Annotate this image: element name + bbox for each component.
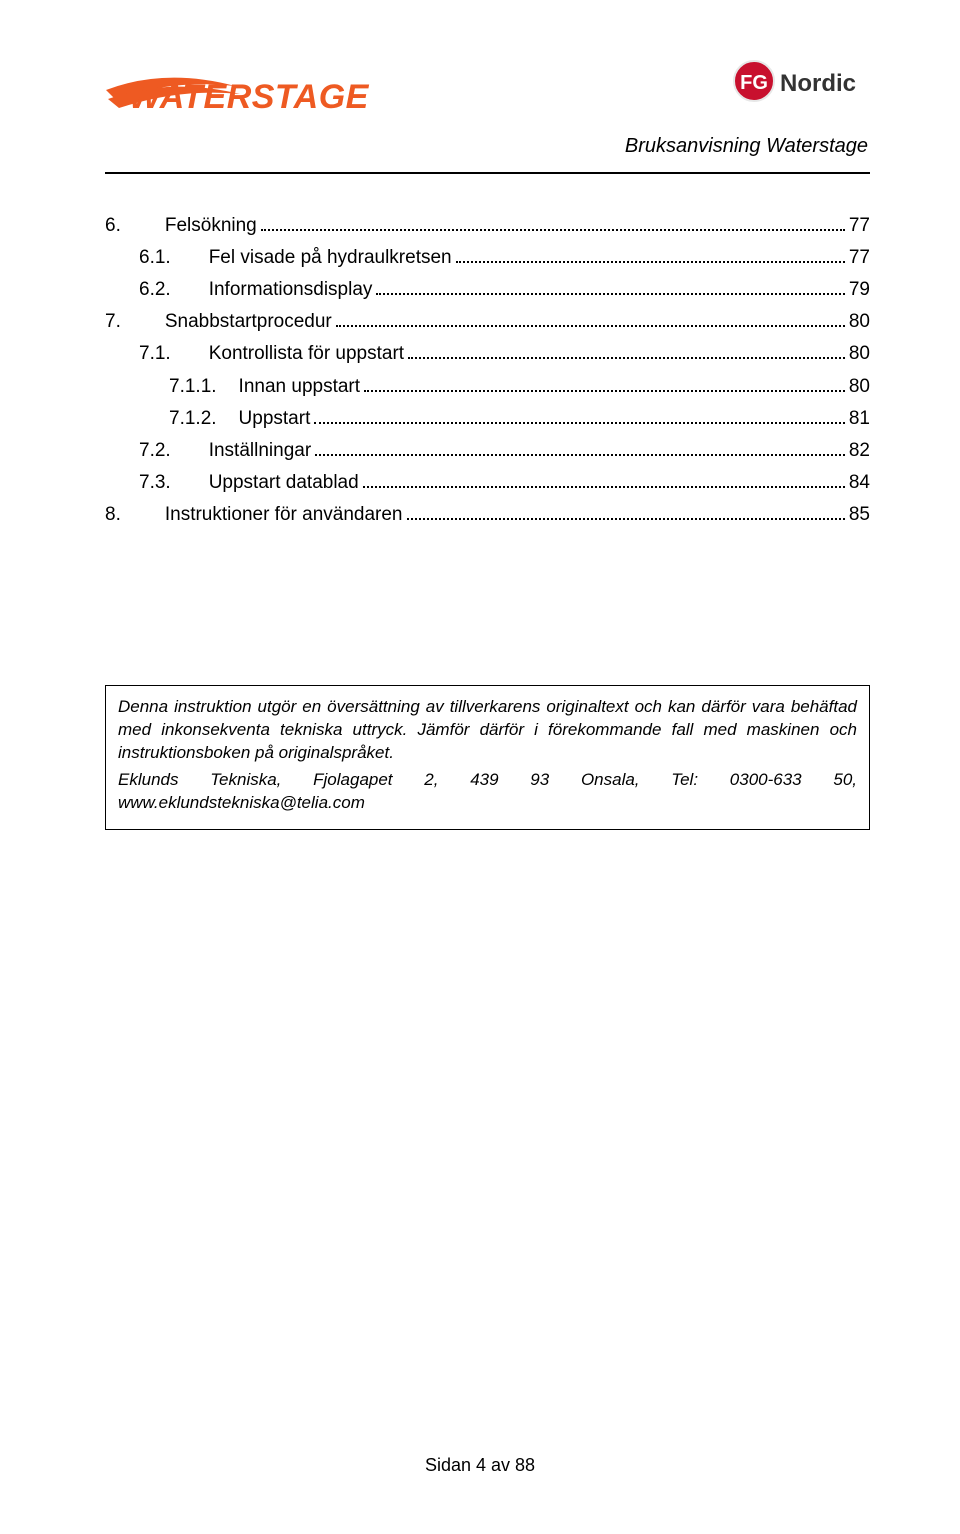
toc-number: 7.2. <box>139 441 171 460</box>
page-footer: Sidan 4 av 88 <box>0 1455 960 1476</box>
toc-row: 6. Felsökning 77 <box>105 214 870 235</box>
toc-number: 8. <box>105 505 121 524</box>
toc-row: 7.3. Uppstart datablad 84 <box>105 471 870 492</box>
document-page: WATERSTAGE FG Nordic Bruksanvisning Wate… <box>0 0 960 1534</box>
toc-leader-dots <box>407 503 845 520</box>
toc-number: 6.1. <box>139 248 171 267</box>
svg-text:FG: FG <box>740 72 768 94</box>
toc-title: Fel visade på hydraulkretsen <box>209 248 452 267</box>
fg-nordic-logo: FG Nordic <box>730 60 870 105</box>
toc-row: 7.1.2. Uppstart 81 <box>105 407 870 428</box>
svg-text:WATERSTAGE: WATERSTAGE <box>129 78 370 116</box>
toc-row: 7.1. Kontrollista för uppstart 80 <box>105 342 870 363</box>
toc-row: 6.1. Fel visade på hydraulkretsen 77 <box>105 246 870 267</box>
note-paragraph-2: Eklunds Tekniska, Fjolagapet 2, 439 93 O… <box>118 769 857 815</box>
toc-title: Kontrollista för uppstart <box>209 344 404 363</box>
toc-page-number: 77 <box>849 216 870 235</box>
toc-number: 7.1.2. <box>169 409 217 428</box>
toc-leader-dots <box>314 407 845 424</box>
svg-text:Nordic: Nordic <box>780 70 856 97</box>
toc-title: Informationsdisplay <box>209 280 373 299</box>
toc-leader-dots <box>315 439 845 456</box>
waterstage-logo-svg: WATERSTAGE <box>105 60 385 120</box>
toc-page-number: 80 <box>849 344 870 363</box>
toc-page-number: 80 <box>849 312 870 331</box>
toc-number: 6.2. <box>139 280 171 299</box>
toc-page-number: 82 <box>849 441 870 460</box>
toc-leader-dots <box>376 278 844 295</box>
toc-page-number: 84 <box>849 473 870 492</box>
toc-page-number: 81 <box>849 409 870 428</box>
toc-title: Instruktioner för användaren <box>165 505 403 524</box>
toc-title: Uppstart <box>239 409 311 428</box>
toc-leader-dots <box>364 374 845 391</box>
toc-row: 8. Instruktioner för användaren 85 <box>105 503 870 524</box>
toc-row: 7. Snabbstartprocedur 80 <box>105 310 870 331</box>
toc-number: 7.3. <box>139 473 171 492</box>
toc-leader-dots <box>261 214 845 231</box>
toc-number: 7.1.1. <box>169 377 217 396</box>
fg-nordic-logo-svg: FG Nordic <box>730 60 870 105</box>
toc-number: 7. <box>105 312 121 331</box>
toc-page-number: 79 <box>849 280 870 299</box>
header-rule <box>105 172 870 174</box>
table-of-contents: 6. Felsökning 77 6.1. Fel visade på hydraulk… <box>105 214 870 535</box>
document-subtitle: Bruksanvisning Waterstage <box>105 135 870 158</box>
toc-leader-dots <box>408 342 845 359</box>
toc-title: Inställningar <box>209 441 311 460</box>
toc-page-number: 77 <box>849 248 870 267</box>
waterstage-logo: WATERSTAGE <box>105 60 385 125</box>
toc-row: 6.2. Informationsdisplay 79 <box>105 278 870 299</box>
toc-title: Felsökning <box>165 216 257 235</box>
header: WATERSTAGE FG Nordic <box>105 60 870 125</box>
toc-row: 7.1.1. Innan uppstart 80 <box>105 374 870 395</box>
toc-row: 7.2. Inställningar 82 <box>105 439 870 460</box>
toc-leader-dots <box>363 471 845 488</box>
toc-title: Snabbstartprocedur <box>165 312 332 331</box>
toc-leader-dots <box>336 310 845 327</box>
toc-leader-dots <box>456 246 845 263</box>
translation-note-box: Denna instruktion utgör en översättning … <box>105 685 870 830</box>
toc-number: 6. <box>105 216 121 235</box>
toc-number: 7.1. <box>139 344 171 363</box>
toc-title: Innan uppstart <box>239 377 360 396</box>
toc-page-number: 80 <box>849 377 870 396</box>
toc-title: Uppstart datablad <box>209 473 359 492</box>
note-paragraph-1: Denna instruktion utgör en översättning … <box>118 696 857 765</box>
toc-page-number: 85 <box>849 505 870 524</box>
